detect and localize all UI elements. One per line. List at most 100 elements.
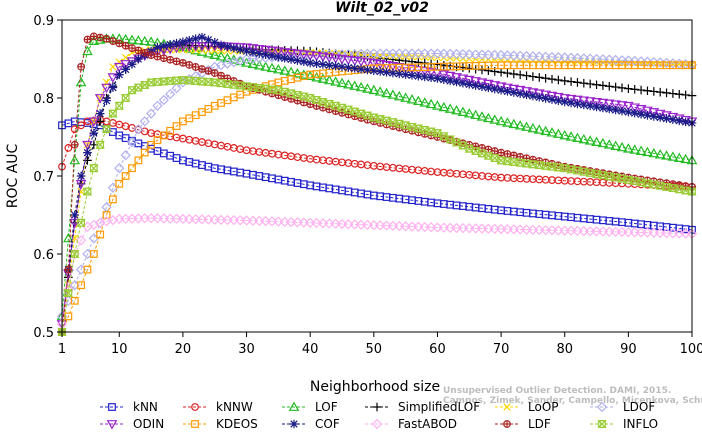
legend-item-ldof: LDOF <box>590 400 655 414</box>
data-point-odin <box>425 68 437 78</box>
data-point-odin <box>572 95 583 106</box>
data-point-ldf <box>166 55 175 64</box>
data-point-cof <box>674 116 684 126</box>
data-point-ldof <box>610 54 621 66</box>
data-point-cof <box>337 62 347 72</box>
data-point-lof <box>648 147 660 158</box>
data-point-cof <box>598 103 608 113</box>
data-point-cof <box>248 48 258 57</box>
data-point-odin <box>266 46 278 56</box>
data-point-lof <box>470 109 481 120</box>
data-point-ldf <box>204 67 213 75</box>
data-point-inflo <box>114 101 125 110</box>
data-point-inflo <box>121 94 130 102</box>
data-point-loop <box>77 187 85 196</box>
series-loop <box>58 45 696 336</box>
data-point-knn <box>179 156 187 165</box>
x-tick-label: 40 <box>302 342 319 357</box>
data-point-fastabod <box>381 220 392 231</box>
data-point-cof <box>547 95 557 104</box>
data-point-simplifiedlof <box>414 58 423 67</box>
data-point-cof <box>528 91 538 101</box>
data-point-lof <box>317 73 329 83</box>
data-point-cof <box>114 70 124 79</box>
legend-item-cof: COF <box>282 417 340 431</box>
data-point-lof <box>616 141 628 152</box>
legend-marker <box>596 401 608 413</box>
data-point-cof <box>401 70 410 79</box>
data-point-lof <box>323 74 335 85</box>
data-point-cof <box>204 35 213 45</box>
data-point-kdeos <box>140 148 149 157</box>
data-point-cof <box>604 104 614 114</box>
data-point-simplifiedlof <box>503 68 512 78</box>
data-point-ldf <box>121 41 130 50</box>
data-point-cof <box>197 32 207 42</box>
data-point-inflo <box>489 154 500 162</box>
data-point-odin <box>419 67 431 77</box>
data-point-inflo <box>152 78 163 86</box>
data-point-simplifiedlof <box>534 73 544 82</box>
data-point-lof <box>253 60 265 70</box>
data-point-odin <box>273 47 284 57</box>
series-inflo <box>57 76 697 336</box>
data-point-fastabod <box>362 219 373 231</box>
series-line-fastabod <box>61 217 693 325</box>
data-point-lof <box>139 35 151 46</box>
data-point-lof <box>578 133 590 144</box>
y-tick-label: 0.6 <box>33 248 54 263</box>
data-point-odin <box>444 71 456 82</box>
data-point-ldof <box>642 56 653 67</box>
data-point-ldf <box>140 48 149 57</box>
y-tick-label: 0.5 <box>33 326 54 341</box>
data-point-odin <box>642 106 653 116</box>
data-point-kdeos <box>64 312 73 321</box>
x-tick-label: 20 <box>175 342 192 357</box>
data-point-fastabod <box>425 222 437 233</box>
data-point-odin <box>362 58 373 68</box>
data-point-kdeos <box>83 265 92 274</box>
data-point-simplifiedlof <box>598 81 608 90</box>
data-point-lof <box>654 149 666 159</box>
series-knnw <box>58 115 696 191</box>
data-point-odin <box>489 81 501 91</box>
data-point-ldof <box>133 124 144 135</box>
data-point-simplifiedlof <box>554 75 563 85</box>
data-point-ldf <box>147 51 155 59</box>
legend-item-knn: kNN <box>100 400 158 414</box>
data-point-lof <box>476 111 488 121</box>
data-point-cof <box>611 105 620 115</box>
legend-label: kNN <box>133 400 158 414</box>
data-point-inflo <box>108 109 118 118</box>
data-point-odin <box>635 105 647 115</box>
data-point-cof <box>503 87 512 96</box>
legend: kNN kNNW LOF SimplifiedLOF LoOP LDOF ODIN KDEOS… <box>100 400 658 431</box>
data-point-odin <box>381 61 392 71</box>
data-point-lof <box>540 125 551 136</box>
data-point-fastabod <box>254 215 265 227</box>
data-point-ldof <box>165 88 176 100</box>
data-point-cof <box>274 52 283 62</box>
data-point-simplifiedlof <box>528 72 538 81</box>
data-point-cof <box>344 63 353 72</box>
data-point-inflo <box>483 151 494 160</box>
data-point-ldf <box>172 57 181 66</box>
data-point-cof <box>534 92 544 102</box>
data-point-cof <box>210 38 220 47</box>
data-point-ldf <box>306 100 315 109</box>
data-point-cof <box>267 51 277 61</box>
data-point-fastabod <box>317 218 329 229</box>
data-point-cof <box>420 72 430 82</box>
data-point-cof <box>490 84 500 94</box>
data-point-odin <box>463 75 475 86</box>
data-point-inflo <box>216 79 226 88</box>
data-point-odin <box>654 109 666 120</box>
data-point-lof <box>591 136 602 146</box>
data-point-lof <box>279 65 291 75</box>
data-point-simplifiedlof <box>420 58 430 68</box>
data-point-fastabod <box>260 216 271 227</box>
data-point-lof <box>304 70 316 81</box>
data-point-ldof <box>158 94 169 106</box>
data-point-lof <box>642 146 653 157</box>
